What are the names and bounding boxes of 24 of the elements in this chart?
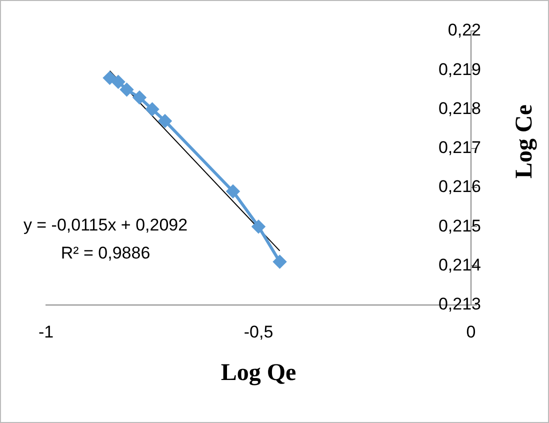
x-tick-label: -1 — [38, 322, 54, 342]
x-tick-label: -0,5 — [244, 322, 274, 342]
y-tick-label: 0,22 — [448, 20, 481, 40]
point — [120, 83, 134, 96]
point — [226, 184, 240, 198]
x-axis-title: Log Qe — [220, 360, 297, 386]
point — [103, 71, 116, 84]
y-tick-label: 0,213 — [438, 294, 481, 314]
y-axis-title: Log Ce — [511, 104, 538, 178]
y-tick-label: 0,214 — [438, 255, 481, 274]
x-tick-label: 0 — [466, 322, 476, 342]
annotation: R² = 0,9886 — [60, 243, 150, 262]
point — [112, 75, 125, 88]
y-tick-label: 0,216 — [438, 177, 481, 196]
y-tick-label: 0,218 — [438, 98, 481, 118]
point — [273, 255, 286, 268]
annotation: y = -0,0115x + 0,2092 — [23, 215, 188, 234]
point — [158, 114, 172, 128]
y-tick-label: 0,219 — [438, 60, 481, 79]
point — [133, 90, 146, 104]
y-tick-label: 0,215 — [438, 216, 481, 236]
point — [146, 102, 159, 116]
y-tick-label: 0,217 — [438, 138, 481, 158]
point — [252, 220, 265, 234]
